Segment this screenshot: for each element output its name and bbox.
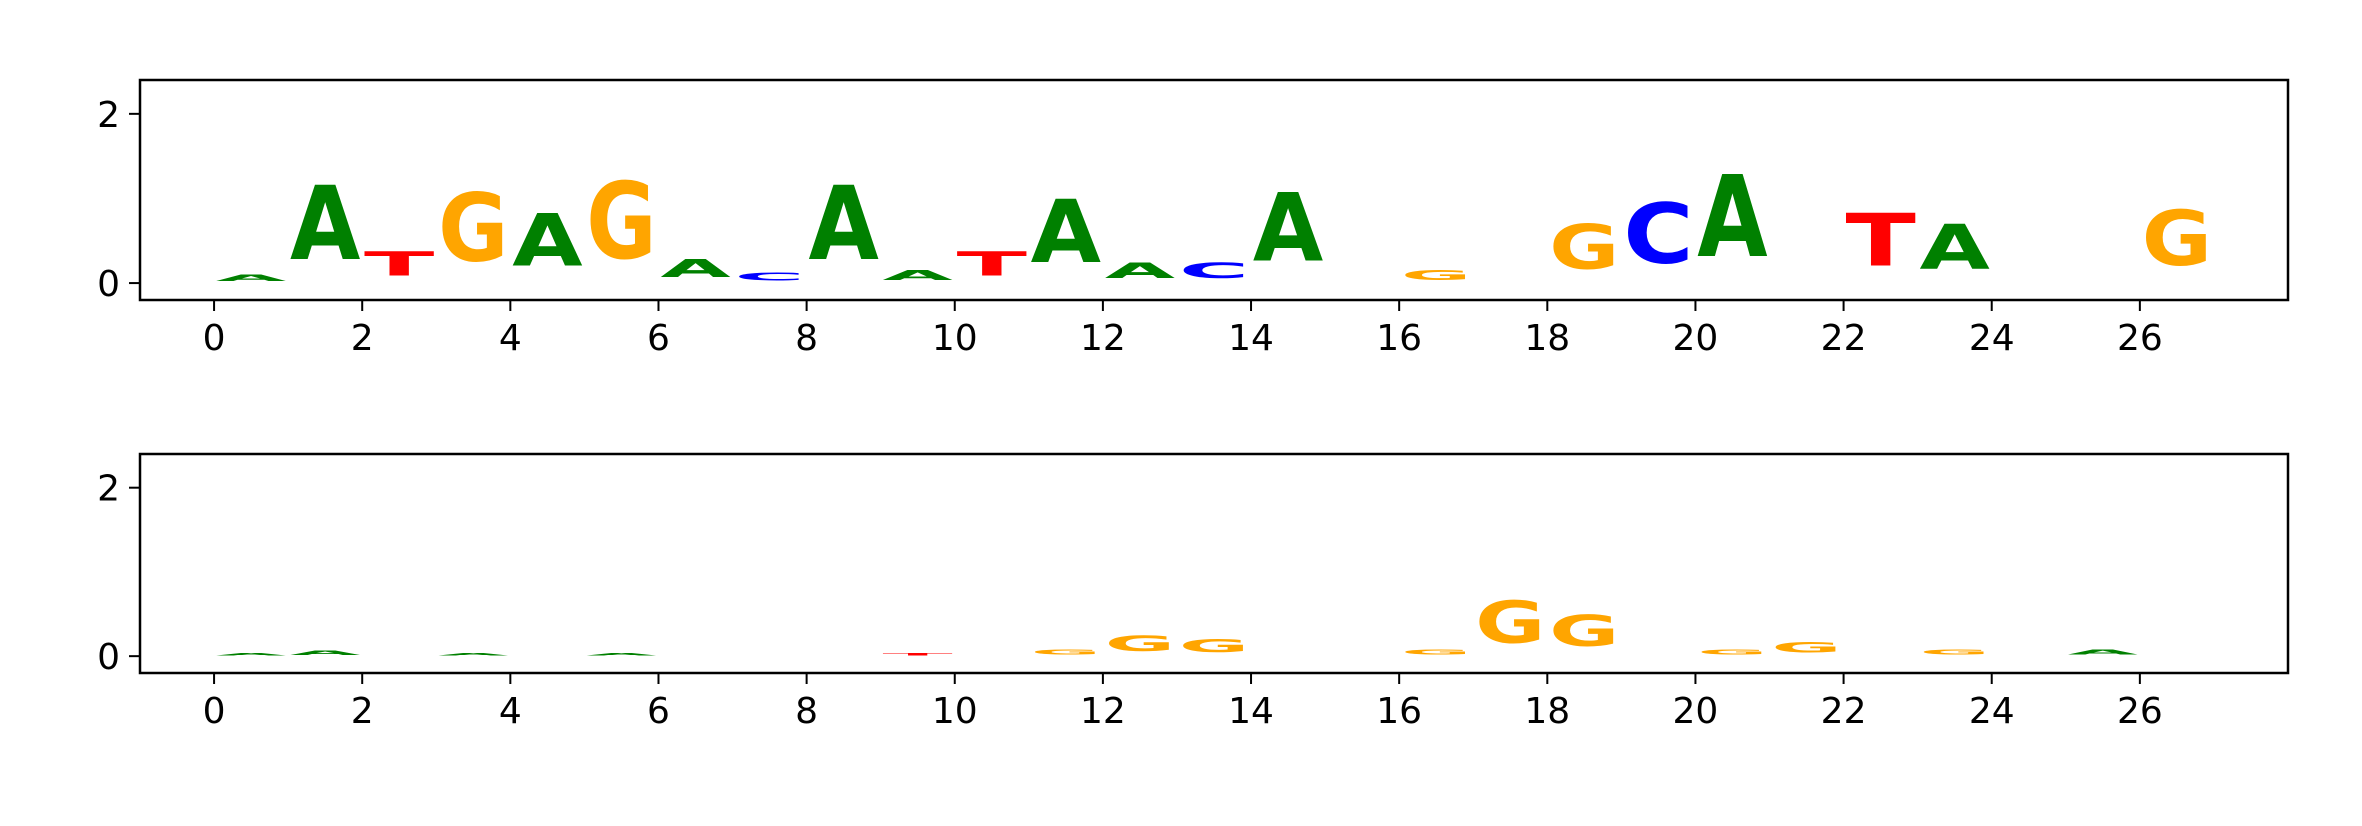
x-tick-label-1-13: 26 <box>2117 691 2163 732</box>
logo-letter-g-0-5-0: G <box>586 160 656 283</box>
logo-letter-g-1-10-0: G <box>1549 606 1619 656</box>
logo-letter-a-0-6-0: A <box>660 253 731 283</box>
logo-letter-a-0-11-0: A <box>1031 182 1102 283</box>
logo-letter-g-1-8-0: G <box>1401 648 1471 656</box>
logo-letter-a-0-4-0: A <box>512 200 583 284</box>
x-tick-label-1-6: 12 <box>1080 691 1126 732</box>
x-tick-label-0-2: 4 <box>499 318 522 359</box>
logo-letter-a-0-12-0: A <box>1105 258 1175 283</box>
x-tick-label-0-12: 24 <box>1969 318 2015 359</box>
logo-letter-t-0-2-0: T <box>364 245 434 283</box>
logo-letter-g-0-21-0: G <box>2142 195 2212 283</box>
logo-letter-c-0-13-0: C <box>1179 258 1249 283</box>
x-tick-label-1-11: 22 <box>1821 691 1867 732</box>
x-tick-label-1-9: 18 <box>1524 691 1570 732</box>
logo-letter-g-1-12-0: G <box>1771 640 1841 657</box>
x-tick-label-0-7: 14 <box>1228 318 1274 359</box>
x-tick-label-1-2: 4 <box>499 691 522 732</box>
logo-letter-a-0-18-0: A <box>1697 153 1767 284</box>
x-tick-label-0-0: 0 <box>203 318 226 359</box>
logo-letter-g-1-7-0: G <box>1179 635 1249 656</box>
x-tick-label-0-8: 16 <box>1376 318 1422 359</box>
x-tick-label-1-3: 6 <box>647 691 670 732</box>
x-tick-label-0-10: 20 <box>1673 318 1719 359</box>
x-tick-label-1-8: 16 <box>1376 691 1422 732</box>
logo-letter-a-0-14-0: A <box>1253 173 1324 283</box>
logo-letter-c-0-17-0: C <box>1623 187 1693 283</box>
x-tick-label-1-1: 2 <box>351 691 374 732</box>
logo-letter-a-0-20-0: A <box>1920 212 1990 283</box>
x-tick-label-1-7: 14 <box>1228 691 1274 732</box>
logo-letter-g-1-13-0: G <box>1920 648 1990 656</box>
x-tick-label-0-3: 6 <box>647 318 670 359</box>
x-tick-label-1-0: 0 <box>203 691 226 732</box>
x-tick-label-0-9: 18 <box>1524 318 1570 359</box>
logo-letter-a-1-0-0: A <box>216 652 287 656</box>
plot-frame-1 <box>138 452 2290 675</box>
y-tick-label-0-0: 0 <box>97 264 120 305</box>
logo-letter-t-1-4-0: T <box>883 652 954 656</box>
y-tick-label-0-1: 2 <box>97 95 120 136</box>
x-tick-label-1-4: 8 <box>795 691 818 732</box>
logo-letter-t-0-10-0: T <box>957 245 1027 283</box>
x-tick-label-0-11: 22 <box>1821 318 1867 359</box>
logo-letter-a-1-14-0: A <box>2068 648 2138 656</box>
logo-letter-g-0-3-0: G <box>438 174 508 284</box>
x-tick-label-0-6: 12 <box>1080 318 1126 359</box>
x-tick-label-1-5: 10 <box>932 691 978 732</box>
x-tick-label-0-1: 2 <box>351 318 374 359</box>
logo-letter-g-1-6-0: G <box>1105 631 1175 656</box>
y-tick-label-1-0: 0 <box>97 637 120 678</box>
logo-letter-g-1-9-0: G <box>1475 589 1545 656</box>
logo-letter-c-0-7-0: C <box>734 271 804 284</box>
logo-letter-a-1-2-0: A <box>438 652 509 656</box>
x-tick-label-1-12: 24 <box>1969 691 2015 732</box>
logo-letter-a-0-0-0: A <box>216 273 286 283</box>
x-tick-label-0-5: 10 <box>932 318 978 359</box>
logo-letter-a-1-1-0: A <box>290 649 361 656</box>
logo-letter-a-0-9-0: A <box>883 268 953 283</box>
logo-letter-g-1-5-0: G <box>1031 648 1101 656</box>
y-tick-label-1-1: 2 <box>97 469 120 510</box>
x-tick-label-0-13: 26 <box>2117 318 2163 359</box>
logo-letter-t-0-19-0: T <box>1845 199 1916 283</box>
x-tick-label-1-10: 20 <box>1673 691 1719 732</box>
logo-letter-a-1-3-0: A <box>586 652 657 656</box>
logo-letter-a-0-8-0: A <box>808 165 878 283</box>
plot-frame-0 <box>138 78 2290 302</box>
x-tick-label-0-4: 8 <box>795 318 818 359</box>
logo-letter-g-0-16-0: G <box>1549 211 1619 283</box>
logo-letter-a-0-1-0: A <box>290 165 360 283</box>
logo-letter-g-1-11-0: G <box>1697 648 1767 656</box>
logo-panel-top: A A T G A G A C A A T A A C A G G C A T A G0 2 4 6 8 10 12 14 16 18 20 2… <box>97 78 2290 359</box>
logo-letter-g-0-15-0: G <box>1401 268 1471 283</box>
